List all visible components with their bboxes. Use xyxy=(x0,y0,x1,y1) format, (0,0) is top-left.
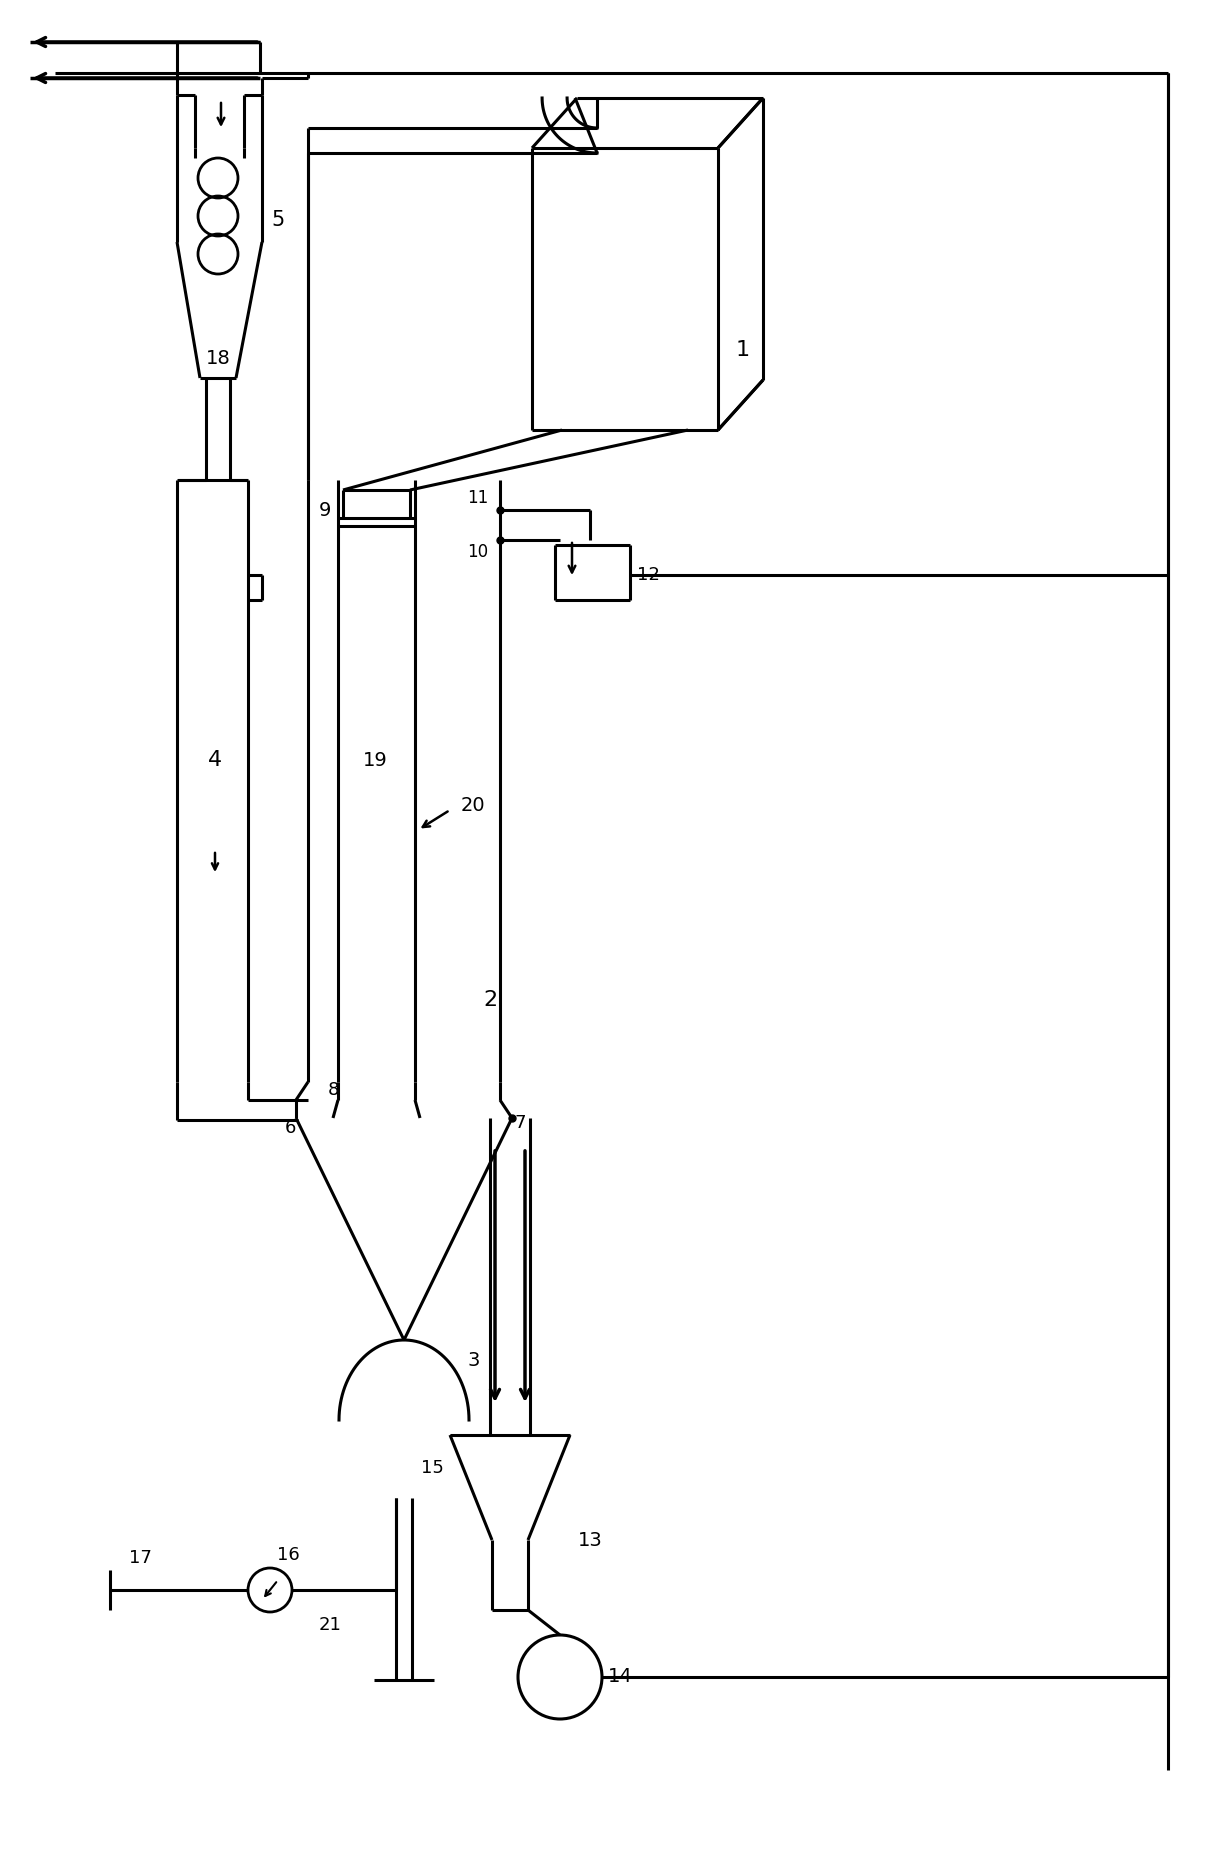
Text: 18: 18 xyxy=(206,348,230,368)
Text: 19: 19 xyxy=(362,751,388,770)
Text: 17: 17 xyxy=(129,1549,152,1567)
Text: 20: 20 xyxy=(461,796,485,814)
Text: 7: 7 xyxy=(514,1114,525,1132)
Text: 13: 13 xyxy=(578,1530,602,1550)
Text: 5: 5 xyxy=(271,210,285,231)
Text: 8: 8 xyxy=(327,1080,339,1099)
Text: 3: 3 xyxy=(468,1350,480,1370)
Text: 1: 1 xyxy=(736,340,750,361)
Text: 11: 11 xyxy=(467,489,489,508)
Text: 21: 21 xyxy=(319,1615,342,1634)
Text: 12: 12 xyxy=(636,565,659,584)
Text: 14: 14 xyxy=(608,1668,632,1686)
Text: 9: 9 xyxy=(319,500,331,519)
Text: 4: 4 xyxy=(208,749,223,770)
Text: 15: 15 xyxy=(421,1459,444,1478)
Text: 2: 2 xyxy=(483,991,497,1009)
Text: 10: 10 xyxy=(467,543,489,561)
Text: 6: 6 xyxy=(285,1119,295,1138)
Text: 16: 16 xyxy=(276,1547,299,1563)
